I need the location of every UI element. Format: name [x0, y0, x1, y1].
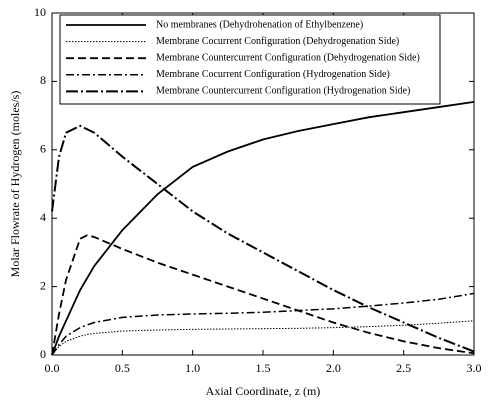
- series-line: [51, 124, 475, 353]
- y-tick-label: 4: [40, 210, 46, 224]
- y-tick-label: 8: [40, 73, 46, 87]
- x-tick-label: 0.0: [45, 361, 60, 375]
- legend-box: [59, 14, 441, 105]
- series-line: [51, 292, 475, 356]
- y-tick-label: 10: [34, 5, 46, 19]
- y-tick-label: 6: [40, 142, 46, 156]
- legend-label: Membrane Cocurrent Configuration (Hydrog…: [156, 69, 390, 80]
- x-tick-label: 1.5: [256, 361, 271, 375]
- legend-label: Membrane Cocurrent Configuration (Dehydr…: [156, 36, 399, 47]
- x-axis-label: Axial Coordinate, z (m): [206, 384, 321, 398]
- series-line: [51, 320, 475, 356]
- x-tick-label: 1.0: [185, 361, 200, 375]
- series-line: [51, 101, 475, 356]
- x-tick-label: 0.5: [115, 361, 130, 375]
- legend-label: Membrane Countercurrent Configuration (D…: [156, 52, 420, 63]
- y-tick-label: 2: [40, 278, 46, 292]
- x-tick-label: 3.0: [467, 361, 482, 375]
- legend-label: No membranes (Dehydrohenation of Ethylbe…: [156, 19, 363, 30]
- legend-label: Membrane Countercurrent Configuration (H…: [156, 86, 410, 97]
- series-line: [51, 234, 475, 356]
- y-axis-label: Molar Flowrate of Hydrogen (moles/s): [8, 91, 22, 278]
- plot-frame: [51, 12, 475, 356]
- x-tick-label: 2.0: [326, 361, 341, 375]
- y-tick-label: 0: [40, 347, 46, 361]
- x-tick-label: 2.5: [396, 361, 411, 375]
